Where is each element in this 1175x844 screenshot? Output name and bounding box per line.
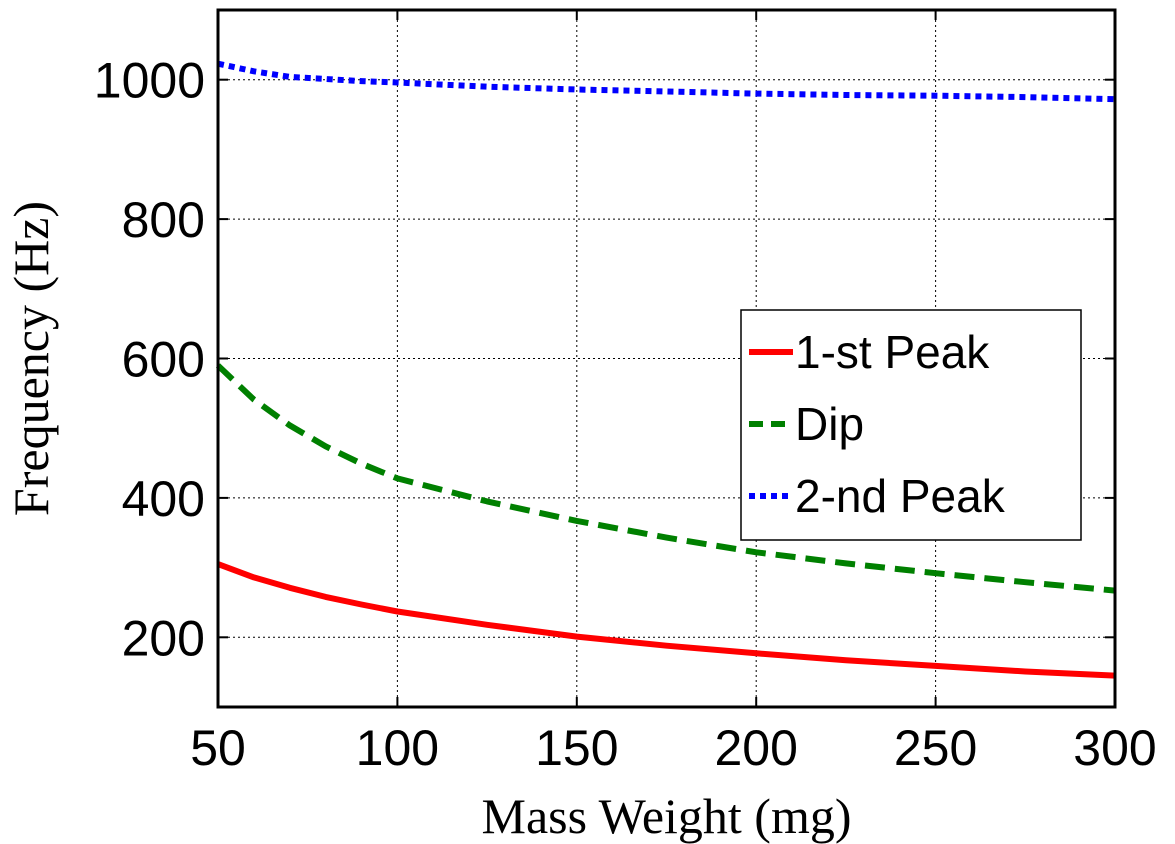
legend-label: 2-nd Peak xyxy=(795,470,1006,522)
y-axis-title: Frequency (Hz) xyxy=(3,201,59,516)
legend-label: 1-st Peak xyxy=(795,326,990,378)
y-tick-label: 800 xyxy=(122,192,205,248)
y-axis-tick-labels: 200 400 600 800 1000 xyxy=(94,53,205,667)
series-lines xyxy=(215,60,1116,679)
y-tick-label: 200 xyxy=(122,610,205,666)
legend: 1-st Peak Dip 2-nd Peak xyxy=(740,309,1082,541)
series-line-dip xyxy=(215,363,1116,594)
axis-ticks xyxy=(217,10,1116,707)
x-tick-label: 200 xyxy=(714,720,797,776)
legend-label: Dip xyxy=(795,398,864,450)
x-axis-title: Mass Weight (mg) xyxy=(481,788,851,844)
y-tick-label: 600 xyxy=(122,332,205,388)
legend-box xyxy=(740,309,1082,541)
x-tick-label: 150 xyxy=(535,720,618,776)
x-tick-label: 250 xyxy=(894,720,977,776)
series-line-1-st-peak xyxy=(216,561,1116,679)
y-tick-label: 400 xyxy=(122,471,205,527)
x-axis-tick-labels: 50 100 150 200 250 300 xyxy=(190,720,1157,776)
grid xyxy=(218,10,1115,707)
x-tick-label: 100 xyxy=(356,720,439,776)
y-tick-label: 1000 xyxy=(94,53,205,109)
series-line-2-nd-peak xyxy=(217,60,1116,103)
x-tick-label: 300 xyxy=(1073,720,1156,776)
x-tick-label: 50 xyxy=(190,720,246,776)
